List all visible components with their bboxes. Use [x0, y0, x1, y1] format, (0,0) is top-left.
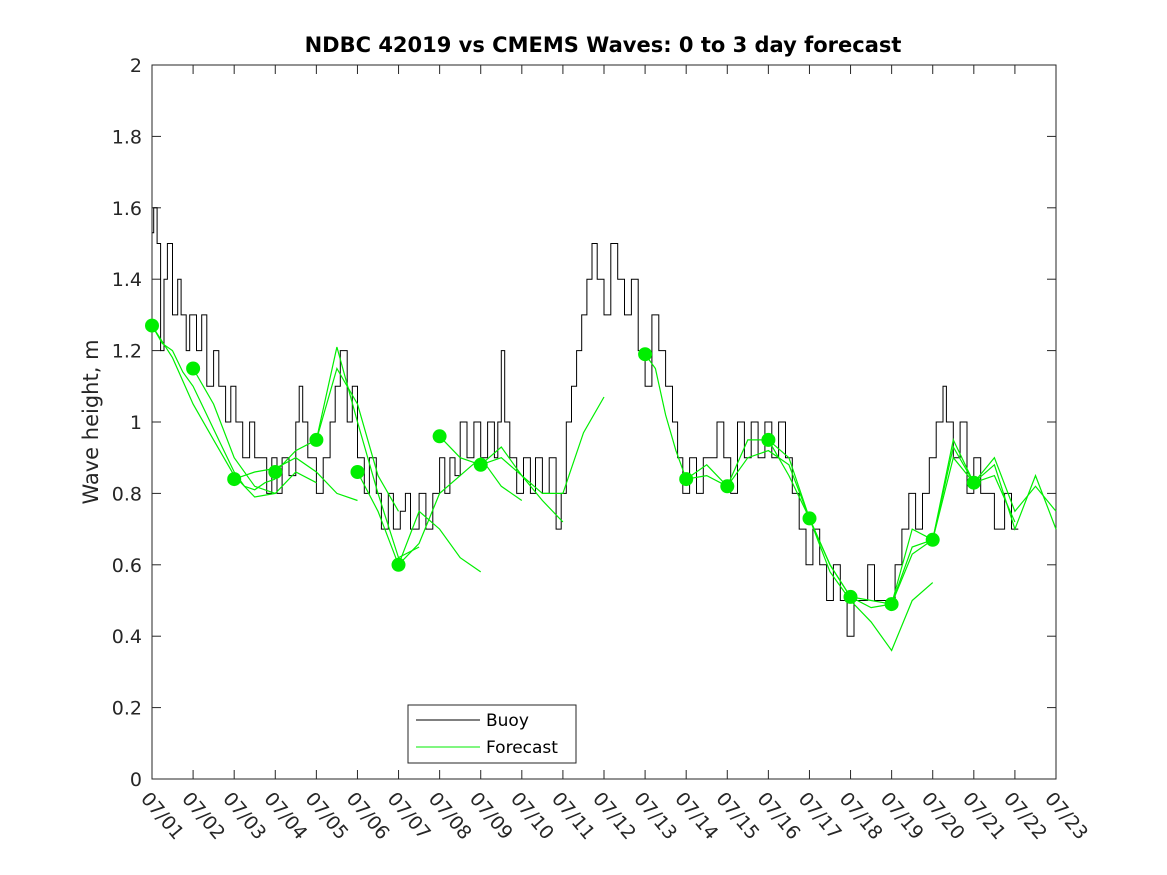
forecast-run-line [644, 353, 728, 487]
y-tick-label: 1 [130, 412, 142, 434]
y-tick-label: 0.8 [112, 483, 142, 505]
x-tick-label: 07/20 [917, 788, 969, 844]
forecast-run-line [726, 439, 852, 598]
forecast-run-line [356, 471, 482, 573]
x-tick-label: 07/10 [506, 788, 558, 844]
x-tick-label: 07/09 [465, 788, 517, 844]
forecast-marker [432, 429, 447, 444]
x-tick-label: 07/07 [383, 788, 435, 844]
y-tick-label: 1.4 [112, 269, 142, 291]
forecast-run-line [274, 366, 400, 512]
x-tick-label: 07/08 [424, 788, 476, 844]
y-axis-label: Wave height, m [79, 339, 103, 504]
y-tick-label: 0 [130, 769, 142, 791]
forecast-run-line [685, 449, 811, 519]
forecast-run-line [439, 435, 564, 523]
x-tick-label: 07/02 [177, 788, 229, 844]
forecast-marker [186, 361, 201, 376]
x-tick-label: 07/19 [876, 788, 928, 844]
forecast-marker [802, 511, 817, 526]
forecast-marker [925, 532, 940, 547]
y-tick-label: 1.2 [112, 341, 142, 363]
forecast-marker [638, 347, 653, 362]
legend-buoy-label: Buoy [486, 711, 529, 731]
x-tick-label: 07/13 [629, 788, 681, 844]
forecast-run-line [932, 445, 1057, 540]
buoy-series-line [152, 207, 1019, 637]
forecast-marker [309, 432, 324, 447]
x-tick-label: 07/05 [301, 788, 353, 844]
forecast-marker [473, 457, 488, 472]
forecast-marker [391, 557, 406, 572]
forecast-run-line [850, 456, 975, 605]
forecast-marker [884, 597, 899, 612]
forecast-marker [679, 472, 694, 487]
legend-forecast-label: Forecast [486, 738, 558, 758]
chart-title: NDBC 42019 vs CMEMS Waves: 0 to 3 day fo… [305, 33, 902, 57]
y-tick-label: 2 [130, 55, 142, 77]
forecast-run-line [192, 368, 317, 495]
forecast-run-line [808, 518, 933, 609]
forecast-marker [350, 465, 365, 479]
y-tick-label: 0.4 [112, 626, 142, 648]
forecast-marker [268, 465, 283, 479]
forecast-marker [966, 475, 981, 490]
y-tick-label: 1.8 [112, 126, 142, 148]
legend: Buoy Forecast [407, 704, 577, 764]
x-tick-label: 07/16 [753, 788, 805, 844]
x-tick-label: 07/15 [711, 788, 763, 844]
x-tick-label: 07/04 [259, 788, 311, 844]
forecast-marker [843, 589, 858, 604]
x-tick-label: 07/11 [547, 788, 599, 844]
x-tick-label: 07/03 [218, 788, 270, 844]
forecast-run-line [973, 463, 1057, 531]
x-tick-label: 07/06 [342, 788, 394, 844]
x-tick-label: 07/01 [136, 788, 188, 844]
forecast-marker [227, 472, 242, 487]
forecast-run-line [891, 438, 1016, 605]
y-tick-label: 1.6 [112, 198, 142, 220]
forecast-marker [720, 479, 735, 494]
forecast-run-line [398, 456, 523, 566]
x-tick-label: 07/18 [835, 788, 887, 844]
legend-box [407, 704, 577, 764]
forecast-run-line [234, 457, 358, 502]
forecast-run-line [151, 325, 276, 498]
x-tick-label: 07/21 [958, 788, 1010, 844]
forecast-run-line [151, 325, 276, 491]
x-ticks: 07/0107/0207/0307/0407/0507/0607/0707/08… [136, 65, 1092, 844]
x-tick-label: 07/14 [670, 788, 722, 844]
y-tick-label: 0.6 [112, 555, 142, 577]
x-tick-label: 07/12 [588, 788, 640, 844]
series-layer [145, 207, 1057, 652]
forecast-marker [761, 432, 776, 447]
x-tick-label: 07/23 [1040, 788, 1092, 844]
x-tick-label: 07/22 [999, 788, 1051, 844]
y-ticks: 0 0.2 0.4 0.6 0.8 1 1.2 1.4 1.6 1.8 2 [112, 55, 1056, 791]
plot-frame [151, 64, 1057, 780]
forecast-run-line [480, 396, 605, 494]
x-tick-label: 07/17 [794, 788, 846, 844]
forecast-run-line [315, 346, 420, 559]
forecast-marker [145, 318, 159, 333]
y-tick-label: 0.2 [112, 698, 142, 720]
